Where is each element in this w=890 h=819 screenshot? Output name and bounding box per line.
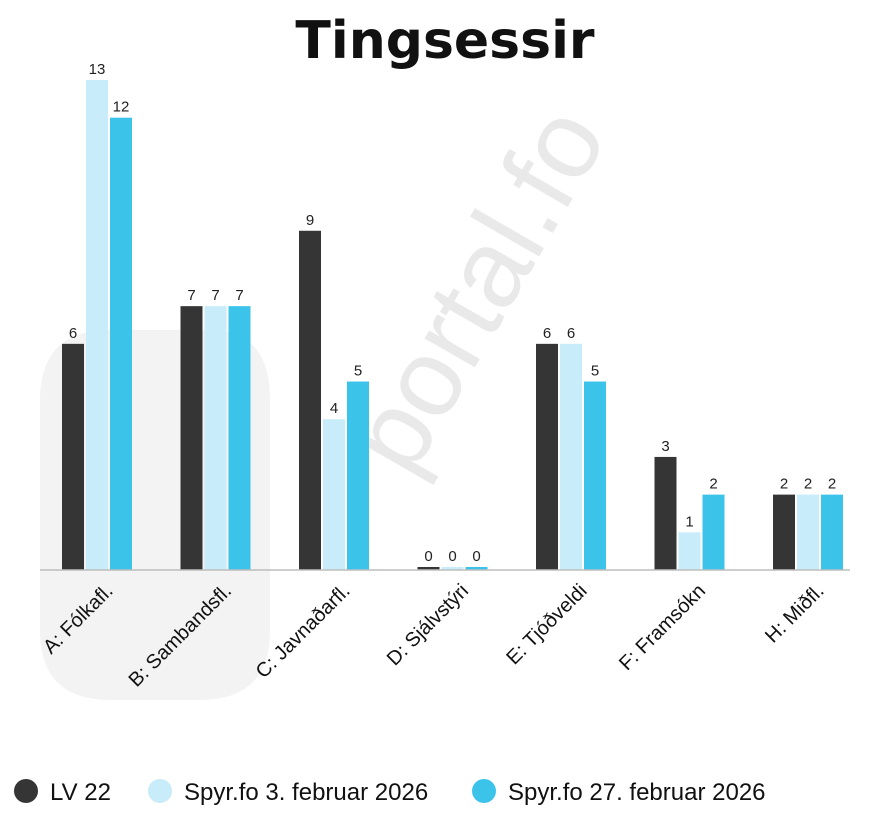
bar-e-tj-veldi-series-1 [536,343,558,570]
category-label-d-sj-lvst-ri: D: Sjálvstýri [383,580,473,670]
bar-c-javna-arfl-series-2 [323,419,345,570]
bar-e-tj-veldi-series-2 [560,343,582,570]
data-label-d-sj-lvst-ri-series-2: 0 [448,548,456,565]
legend-swatch-series-2 [148,779,172,803]
watermark-text: portal.fo [324,86,629,492]
chart-title: Tingsessir [295,11,594,71]
data-label-a-f-lkafl-series-3: 12 [113,99,130,116]
data-label-h-mi-fl-series-3: 2 [828,476,836,493]
data-label-h-mi-fl-series-1: 2 [780,476,788,493]
bar-d-sj-lvst-ri-series-2 [441,567,464,570]
legend-label-series-2: Spyr.fo 3. februar 2026 [184,779,428,806]
legend-label-series-1: LV 22 [50,779,111,806]
data-label-c-javna-arfl-series-2: 4 [330,400,338,417]
data-label-d-sj-lvst-ri-series-1: 0 [424,548,432,565]
bar-h-mi-fl-series-1 [773,494,795,570]
category-label-f-frams-kn: F: Framsókn [615,580,710,675]
bar-a-f-lkafl-series-2 [86,80,108,570]
bar-a-f-lkafl-series-3 [110,117,132,570]
legend: LV 22 Spyr.fo 3. februar 2026 Spyr.fo 27. … [14,779,766,806]
bar-h-mi-fl-series-3 [821,494,843,570]
bar-f-frams-kn-series-2 [678,532,701,570]
data-label-c-javna-arfl-series-3: 5 [354,363,362,380]
data-label-e-tj-veldi-series-1: 6 [543,325,551,342]
data-label-e-tj-veldi-series-2: 6 [567,325,575,342]
bar-b-sambandsfl-series-2 [204,306,227,570]
bar-c-javna-arfl-series-1 [299,230,321,570]
data-label-e-tj-veldi-series-3: 5 [591,363,599,380]
data-label-c-javna-arfl-series-1: 9 [306,212,314,229]
bar-d-sj-lvst-ri-series-1 [417,567,440,570]
bar-h-mi-fl-series-2 [797,494,819,570]
legend-swatch-series-3 [472,779,496,803]
bar-a-f-lkafl-series-1 [62,343,84,570]
data-label-b-sambandsfl-series-3: 7 [235,287,243,304]
bar-f-frams-kn-series-1 [654,456,677,570]
data-label-d-sj-lvst-ri-series-3: 0 [472,548,480,565]
data-label-a-f-lkafl-series-2: 13 [89,61,106,78]
legend-label-series-3: Spyr.fo 27. februar 2026 [508,779,766,806]
legend-swatch-series-1 [14,779,38,803]
bar-c-javna-arfl-series-3 [347,381,369,570]
data-label-b-sambandsfl-series-2: 7 [211,287,219,304]
data-label-f-frams-kn-series-3: 2 [709,476,717,493]
category-label-h-mi-fl: H: Miðfl. [761,580,828,647]
data-label-b-sambandsfl-series-1: 7 [187,287,195,304]
bar-b-sambandsfl-series-3 [228,306,251,570]
data-label-h-mi-fl-series-2: 2 [804,476,812,493]
bar-b-sambandsfl-series-1 [180,306,203,570]
data-label-f-frams-kn-series-2: 1 [685,513,693,530]
category-label-e-tj-veldi: E: Tjóðveldi [502,580,591,669]
data-label-a-f-lkafl-series-1: 6 [69,325,77,342]
bar-f-frams-kn-series-3 [702,494,725,570]
bar-e-tj-veldi-series-3 [584,381,606,570]
bars-layer [62,80,843,570]
bar-d-sj-lvst-ri-series-3 [465,567,488,570]
data-label-f-frams-kn-series-1: 3 [661,438,669,455]
